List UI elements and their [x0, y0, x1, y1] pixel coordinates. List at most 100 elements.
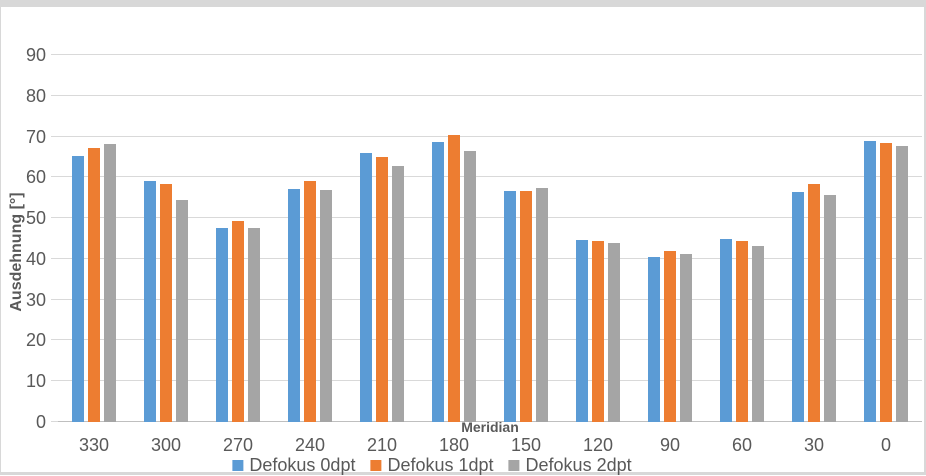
- chart-border-left: [0, 7, 1, 472]
- y-tick-label-70: 70: [25, 126, 46, 147]
- x-tick-label-180: 180: [438, 435, 470, 455]
- bar-group-270: [202, 55, 274, 422]
- legend-item-defokus-0dpt: Defokus 0dpt: [232, 455, 355, 476]
- y-tick-label-10: 10: [25, 371, 46, 392]
- y-tick-label-90: 90: [25, 45, 46, 65]
- bar-defokus-0dpt-60: [720, 238, 732, 422]
- plot-area: [51, 54, 922, 422]
- bar-defokus-2dpt-270: [248, 228, 260, 422]
- bar-group-30: [778, 55, 850, 422]
- x-tick-label-300: 300: [150, 435, 182, 455]
- x-axis-title: Meridian: [461, 419, 519, 435]
- y-tick-mark: [51, 380, 58, 382]
- bar-defokus-0dpt-0: [864, 141, 876, 422]
- x-axis-line: [51, 421, 922, 422]
- gridline-y20: [51, 339, 922, 341]
- bar-defokus-1dpt-120: [592, 240, 604, 422]
- bar-defokus-1dpt-240: [304, 181, 316, 422]
- y-tick-label-80: 80: [25, 85, 46, 106]
- y-tick-mark: [51, 339, 58, 341]
- legend-item-defokus-2dpt: Defokus 2dpt: [508, 455, 632, 476]
- bar-group-120: [562, 55, 634, 422]
- bar-defokus-2dpt-240: [320, 189, 332, 422]
- legend-marker-icon: [370, 460, 382, 471]
- bar-defokus-1dpt-180: [448, 134, 460, 422]
- y-tick-mark: [51, 94, 58, 96]
- gridline-y70: [51, 135, 922, 137]
- bar-group-330: [58, 55, 130, 422]
- y-tick-mark: [51, 298, 58, 300]
- y-tick-label-20: 20: [25, 330, 46, 351]
- bar-defokus-1dpt-300: [160, 184, 172, 422]
- legend: Defokus 0dpt Defokus 1dpt Defokus 2dpt: [232, 455, 632, 476]
- y-tick-mark: [51, 421, 58, 422]
- y-tick-label-30: 30: [25, 289, 46, 310]
- bar-defokus-0dpt-300: [144, 181, 156, 422]
- legend-marker-icon: [508, 460, 520, 471]
- bar-defokus-2dpt-60: [752, 245, 764, 422]
- x-tick-label-30: 30: [803, 435, 825, 455]
- bar-group-300: [130, 55, 202, 422]
- bar-defokus-2dpt-0: [896, 145, 908, 422]
- bar-defokus-0dpt-330: [72, 155, 84, 422]
- y-tick-label-0: 0: [35, 412, 46, 432]
- y-tick-label-40: 40: [25, 248, 46, 269]
- bar-group-150: [490, 55, 562, 422]
- gridline-y60: [51, 176, 922, 178]
- x-tick-label-210: 210: [366, 435, 398, 455]
- bar-defokus-1dpt-90: [664, 250, 676, 422]
- bar-defokus-1dpt-0: [880, 143, 892, 422]
- bar-group-60: [706, 55, 778, 422]
- bar-group-240: [274, 55, 346, 422]
- x-tick-label-150: 150: [510, 435, 542, 455]
- bar-defokus-1dpt-330: [88, 147, 100, 422]
- chart-border-top: [0, 0, 926, 7]
- bar-group-0: [850, 55, 922, 422]
- bar-group-90: [634, 55, 706, 422]
- bar-defokus-2dpt-120: [608, 243, 620, 422]
- bar-defokus-2dpt-180: [464, 150, 476, 422]
- bar-defokus-0dpt-210: [360, 152, 372, 422]
- chart-border-bottom: [0, 472, 926, 475]
- bar-defokus-2dpt-330: [104, 143, 116, 422]
- y-tick-label-50: 50: [25, 208, 46, 229]
- bar-defokus-1dpt-210: [376, 156, 388, 422]
- bar-group-180: [418, 55, 490, 422]
- x-tick-label-270: 270: [222, 435, 254, 455]
- x-tick-label-240: 240: [294, 435, 326, 455]
- bar-defokus-0dpt-90: [648, 256, 660, 422]
- gridline-y90: [51, 54, 922, 55]
- y-tick-mark: [51, 257, 58, 259]
- legend-label: Defokus 0dpt: [249, 455, 356, 475]
- legend-item-defokus-1dpt: Defokus 1dpt: [370, 455, 494, 476]
- bar-defokus-1dpt-270: [232, 220, 244, 422]
- y-tick-mark: [51, 54, 58, 55]
- y-tick-mark: [51, 135, 58, 137]
- bar-defokus-1dpt-60: [736, 240, 748, 422]
- y-tick-mark: [51, 217, 58, 219]
- y-tick-label-60: 60: [25, 167, 46, 188]
- bar-defokus-1dpt-150: [520, 190, 532, 422]
- gridline-y30: [51, 298, 922, 300]
- bar-defokus-0dpt-240: [288, 189, 300, 422]
- x-tick-label-60: 60: [731, 435, 753, 455]
- bar-defokus-2dpt-90: [680, 254, 692, 422]
- legend-label: Defokus 1dpt: [387, 455, 494, 475]
- legend-label: Defokus 2dpt: [525, 455, 632, 475]
- gridline-y50: [51, 217, 922, 219]
- gridline-y40: [51, 257, 922, 259]
- bar-defokus-2dpt-150: [536, 188, 548, 422]
- bar-defokus-2dpt-300: [176, 200, 188, 422]
- y-tick-mark: [51, 176, 58, 178]
- x-tick-label-120: 120: [582, 435, 614, 455]
- bar-group-210: [346, 55, 418, 422]
- x-tick-label-0: 0: [880, 435, 891, 455]
- gridline-y80: [51, 94, 922, 96]
- legend-marker-icon: [232, 460, 244, 471]
- bar-defokus-0dpt-150: [504, 190, 516, 422]
- chart-border-right: [924, 7, 926, 472]
- bar-defokus-2dpt-210: [392, 165, 404, 422]
- bar-defokus-2dpt-30: [824, 195, 836, 422]
- bar-defokus-0dpt-180: [432, 141, 444, 422]
